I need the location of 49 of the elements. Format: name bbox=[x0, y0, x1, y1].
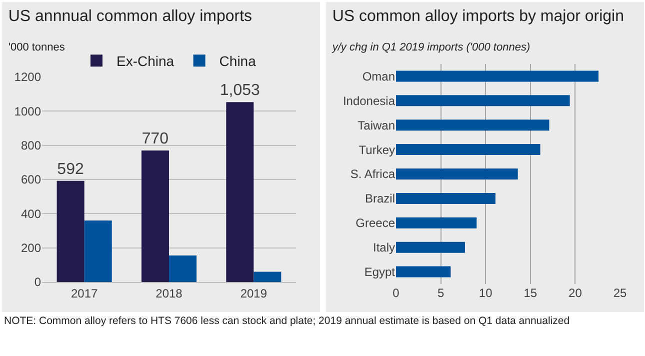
bar bbox=[396, 144, 540, 156]
bar bbox=[396, 192, 496, 204]
bar bbox=[226, 102, 254, 282]
y-tick-label: Italy bbox=[372, 240, 395, 255]
legend-label: China bbox=[219, 53, 256, 70]
data-label: 592 bbox=[57, 160, 84, 178]
y-tick-label: 600 bbox=[20, 172, 42, 187]
x-tick-label: 20 bbox=[568, 286, 582, 300]
bar bbox=[56, 180, 84, 282]
text: NOTE: Common alloy refers to HTS 7606 less can stock and plate; 2019 annual estimate is based on Q1 data annualized bbox=[3, 314, 571, 329]
chart-title: US common alloy imports by major origin bbox=[332, 8, 624, 25]
chart-title: US annnual common alloy imports bbox=[8, 8, 252, 25]
bar bbox=[396, 95, 570, 106]
bar bbox=[141, 150, 169, 282]
y-tick-label: 400 bbox=[20, 206, 42, 221]
bar bbox=[84, 220, 112, 282]
y-tick-label: Egypt bbox=[364, 264, 396, 279]
x-tick-label: 10 bbox=[478, 286, 493, 300]
y-tick-label: 200 bbox=[20, 241, 42, 256]
bar bbox=[396, 266, 451, 278]
y-tick-label: 1200 bbox=[14, 70, 42, 84]
y-tick-label: 1000 bbox=[14, 104, 42, 118]
y-tick-label: S. Africa bbox=[350, 167, 396, 182]
y-tick-label: Indonesia bbox=[342, 94, 396, 108]
y-tick-label: Brazil bbox=[364, 192, 395, 206]
y-tick-label: Oman bbox=[362, 69, 395, 84]
chart-subtitle: '000 tonnes bbox=[8, 41, 66, 54]
x-tick-label: 2019 bbox=[240, 286, 268, 300]
bar bbox=[169, 256, 197, 282]
data-label: 1,053 bbox=[220, 82, 260, 100]
y-tick-label: 0 bbox=[34, 275, 42, 290]
x-tick-label: 2018 bbox=[156, 286, 183, 300]
bar bbox=[396, 120, 550, 131]
x-tick-label: 15 bbox=[524, 286, 538, 300]
x-tick-label: 2017 bbox=[70, 286, 98, 300]
bar bbox=[396, 217, 477, 228]
bar bbox=[396, 168, 518, 180]
y-tick-label: Taiwan bbox=[358, 118, 395, 132]
y-tick-label: 800 bbox=[20, 138, 42, 153]
y-tick-label: Turkey bbox=[358, 142, 395, 157]
bar bbox=[396, 242, 465, 253]
y-tick-label: Greece bbox=[356, 216, 396, 230]
chart-subtitle: y/y chg in Q1 2019 imports ('000 tonnes) bbox=[331, 41, 530, 54]
bar bbox=[396, 70, 598, 82]
x-tick-label: 5 bbox=[437, 286, 444, 300]
data-label: 770 bbox=[142, 130, 169, 148]
legend-label: Ex-China bbox=[116, 53, 174, 70]
x-tick-label: 25 bbox=[613, 286, 627, 300]
bar bbox=[254, 272, 282, 282]
